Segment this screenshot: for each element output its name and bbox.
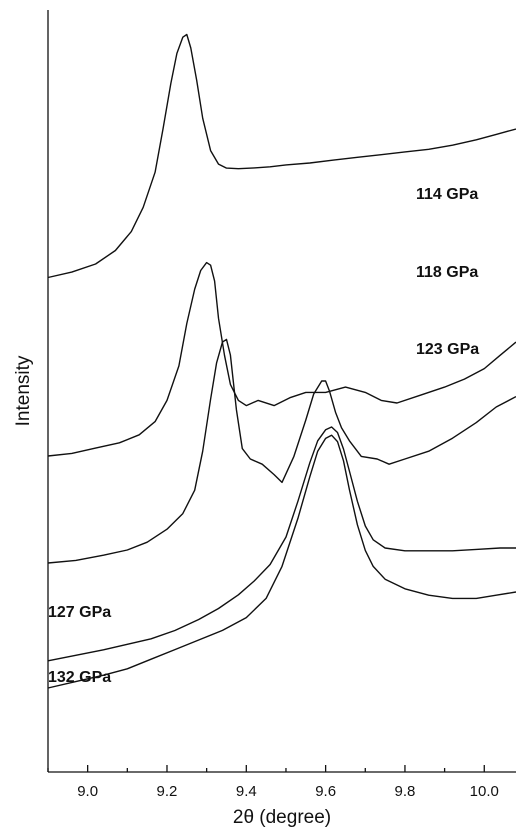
trace-118-gpa [47,261,516,457]
x-tick-label: 9.2 [157,783,178,800]
x-tick-label: 9.0 [77,783,98,800]
series-labels: 114 GPa 118 GPa 123 GPa 127 GPa 132 GPa [48,186,479,686]
trace-114-gpa [47,33,516,279]
x-tick-label: 9.4 [236,783,257,800]
x-tick-label: 9.6 [315,783,336,800]
series-label: 132 GPa [48,669,111,686]
trace-127-gpa [47,426,516,662]
y-axis-title: Intensity [13,355,34,426]
x-axis-title: 2θ (degree) [233,807,331,828]
x-ticks: 9.0 9.2 9.4 9.6 9.8 10.0 [47,765,499,800]
series-label: 127 GPa [48,604,111,621]
traces [47,33,516,689]
series-label: 114 GPa [416,186,478,203]
x-tick-label: 9.8 [395,783,416,800]
trace-123-gpa [47,338,516,564]
x-tick-label: 10.0 [470,783,499,800]
series-label: 118 GPa [416,264,478,281]
series-label: 123 GPa [416,341,479,358]
axes [47,10,516,773]
trace-132-gpa [47,434,516,689]
